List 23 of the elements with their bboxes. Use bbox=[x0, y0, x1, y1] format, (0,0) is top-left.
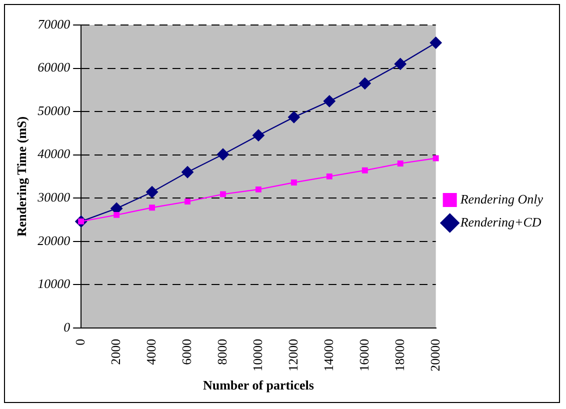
x-tick-label: 16000 bbox=[356, 338, 372, 372]
x-axis-title: Number of particels bbox=[202, 378, 314, 393]
y-tick-label: 70000 bbox=[38, 16, 71, 32]
x-tick-label: 20000 bbox=[427, 338, 442, 372]
y-tick-label: 60000 bbox=[38, 60, 71, 75]
x-tick-label: 18000 bbox=[392, 338, 407, 372]
legend-label: Rendering Only bbox=[459, 191, 544, 206]
y-tick-label: 10000 bbox=[38, 276, 71, 292]
x-tick-label: 2000 bbox=[108, 338, 123, 365]
x-tick-label: 6000 bbox=[178, 338, 194, 365]
y-tick-label: 20000 bbox=[38, 232, 71, 248]
x-tick-label: 12000 bbox=[285, 338, 300, 372]
y-tick-label: 0 bbox=[64, 319, 71, 334]
x-tick-label: 8000 bbox=[214, 338, 230, 365]
y-axis-title: Rendering Time (mS) bbox=[14, 116, 30, 237]
x-tick-label: 14000 bbox=[320, 338, 336, 372]
y-tick-label: 50000 bbox=[38, 102, 71, 118]
legend-label: Rendering+CD bbox=[459, 214, 542, 230]
y-tick-label: 30000 bbox=[36, 190, 71, 205]
x-tick-label: 4000 bbox=[143, 338, 158, 365]
x-tick-label: 0 bbox=[72, 338, 88, 346]
x-tick-label: 10000 bbox=[250, 338, 265, 372]
y-tick-label: 40000 bbox=[38, 146, 71, 162]
